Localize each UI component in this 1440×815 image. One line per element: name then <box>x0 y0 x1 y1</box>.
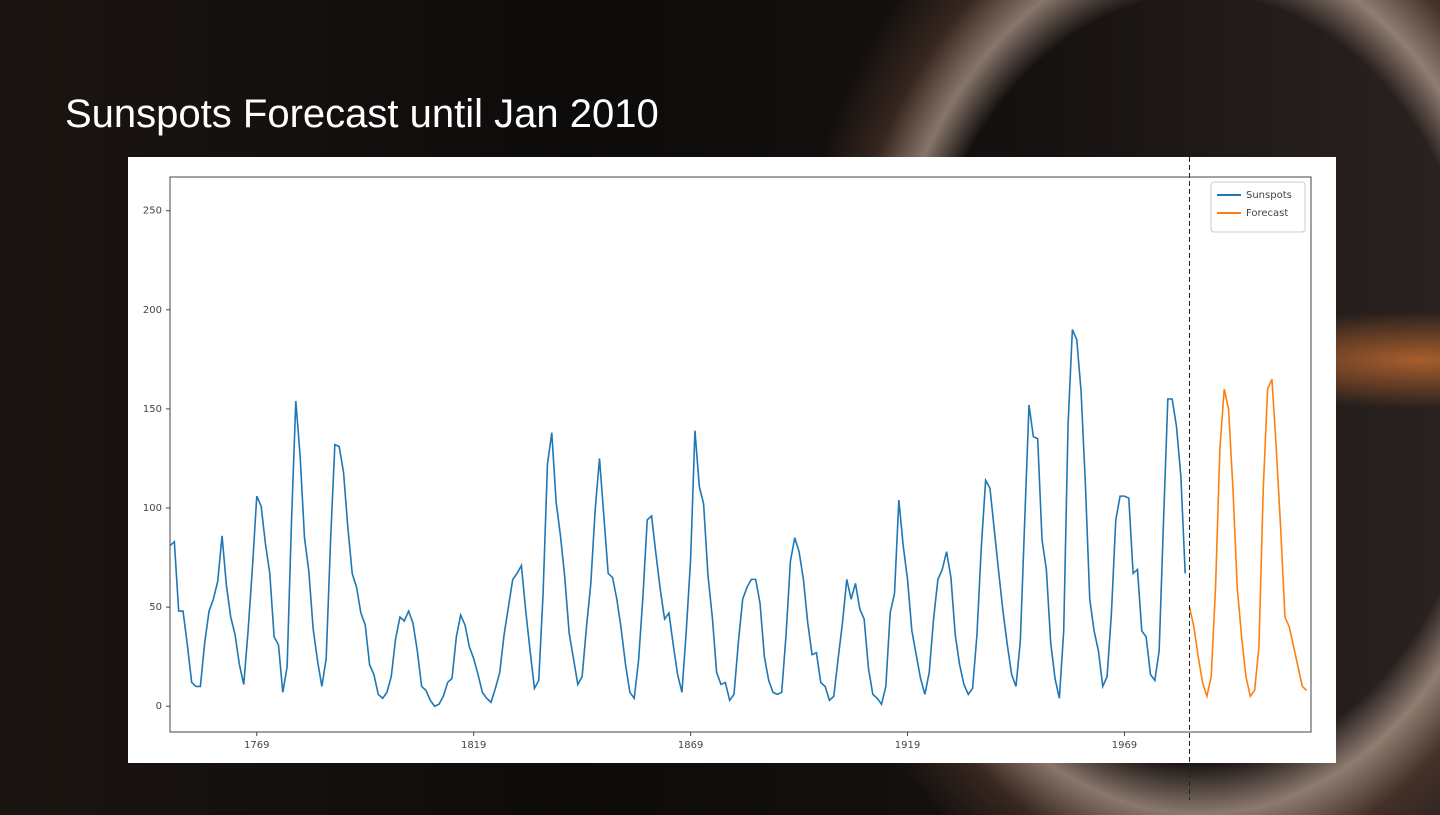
x-tick-label: 1969 <box>1112 740 1137 751</box>
legend-label: Forecast <box>1246 208 1288 219</box>
y-tick-label: 50 <box>149 602 162 613</box>
y-tick-label: 150 <box>143 404 162 415</box>
y-tick-label: 200 <box>143 305 162 316</box>
series-line <box>169 329 1186 708</box>
slide-title: Sunspots Forecast until Jan 2010 <box>65 92 659 136</box>
y-tick-label: 100 <box>143 503 162 514</box>
legend-label: Sunspots <box>1246 190 1292 201</box>
plot-frame <box>169 176 1312 733</box>
y-tick-label: 250 <box>143 206 162 217</box>
y-tick-label: 0 <box>156 701 162 712</box>
x-tick-label: 1869 <box>678 740 703 751</box>
chart-panel <box>128 157 1336 763</box>
x-tick-label: 1819 <box>461 740 486 751</box>
series-line <box>1188 378 1308 700</box>
x-tick-label: 1769 <box>244 740 269 751</box>
x-tick-label: 1919 <box>895 740 920 751</box>
